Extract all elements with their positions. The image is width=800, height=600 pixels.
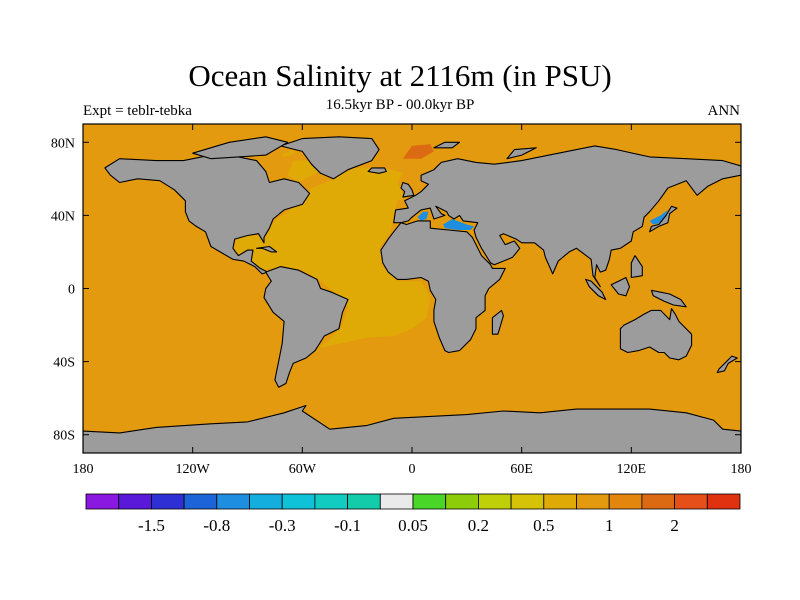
new-zealand-region xyxy=(716,355,738,374)
colorbar-box xyxy=(314,493,348,510)
borneo-region xyxy=(610,276,631,297)
western-mediterranean-region xyxy=(417,211,429,221)
colorbar-box xyxy=(543,493,577,510)
colorbar-box xyxy=(249,493,283,510)
svalbard-region xyxy=(433,141,461,149)
uk-region xyxy=(400,181,415,198)
colorbar-label: -1.5 xyxy=(138,516,165,535)
colorbar-box xyxy=(183,493,218,510)
x-tick-label: 120E xyxy=(617,462,647,477)
colorbar-label: -0.8 xyxy=(203,516,230,535)
colorbar-label: -0.1 xyxy=(334,516,361,535)
x-tick-label: 120W xyxy=(176,462,211,477)
eastern-mediterranean-region xyxy=(443,219,475,230)
colorbar-box xyxy=(608,493,643,510)
y-tick-label: 80S xyxy=(53,429,75,444)
colorbar-box xyxy=(674,493,708,510)
madagascar-region xyxy=(491,309,504,335)
iceland-region xyxy=(367,167,387,174)
colorbar-label: 0.05 xyxy=(398,516,428,535)
colorbar-label: 0.5 xyxy=(533,516,554,535)
colorbar-label: 2 xyxy=(670,516,679,535)
colorbar-box xyxy=(118,493,152,510)
arctic-islands-region xyxy=(192,136,289,160)
x-tick-label: 180 xyxy=(73,462,94,477)
colorbar-box xyxy=(379,493,414,510)
experiment-label: Expt = teblr-tebka xyxy=(83,103,192,119)
japan-region xyxy=(649,205,678,233)
philippines-region xyxy=(630,255,643,279)
x-tick-label: 60W xyxy=(289,462,317,477)
antarctica-region xyxy=(83,404,741,453)
map-title: Ocean Salinity at 2116m (in PSU) xyxy=(188,58,612,93)
colorbar-box xyxy=(412,493,447,510)
atlantic-core-region xyxy=(236,167,431,358)
colorbar-box xyxy=(576,493,610,510)
greenland-region xyxy=(279,136,380,180)
colorbar-box xyxy=(510,493,545,510)
sumatra-region xyxy=(585,278,607,301)
map-subtitle: 16.5kyr BP - 00.0kyr BP xyxy=(325,97,475,113)
colorbar-box xyxy=(641,493,676,510)
colorbar-label: 1 xyxy=(605,516,614,535)
south-america-region xyxy=(263,266,349,388)
y-tick-label: 80N xyxy=(51,136,75,151)
colorbar-box xyxy=(150,493,185,510)
greenland-sea-anomaly-region xyxy=(402,144,434,159)
sea-of-japan-region xyxy=(649,209,668,225)
colorbar-label: -0.3 xyxy=(269,516,296,535)
novaya-zemlya-region xyxy=(506,147,537,160)
australia-region xyxy=(619,308,693,361)
season-label: ANN xyxy=(707,103,741,119)
colorbar-box xyxy=(445,493,479,510)
africa-region xyxy=(380,220,506,354)
y-tick-label: 40S xyxy=(53,356,75,371)
cuba-region xyxy=(256,245,278,253)
gulf-of-mexico-region xyxy=(234,233,263,254)
colorbar-box xyxy=(477,493,512,510)
labrador-sea-region xyxy=(287,160,321,183)
y-tick-label: 0 xyxy=(68,283,75,298)
colorbar-label: 0.2 xyxy=(468,516,489,535)
x-tick-label: 180 xyxy=(731,462,752,477)
colorbar-box xyxy=(706,493,741,510)
colorbar-box xyxy=(281,493,316,510)
colorbar-box xyxy=(85,493,120,510)
eurasia-region xyxy=(393,145,741,288)
y-tick-label: 40N xyxy=(51,209,75,224)
x-tick-label: 60E xyxy=(510,462,533,477)
x-tick-label: 0 xyxy=(409,462,416,477)
baffin-patch-region xyxy=(280,149,295,157)
new-guinea-region xyxy=(650,289,687,308)
colorbar-box xyxy=(347,493,381,510)
north-america-region xyxy=(104,154,311,275)
colorbar-box xyxy=(216,493,250,510)
